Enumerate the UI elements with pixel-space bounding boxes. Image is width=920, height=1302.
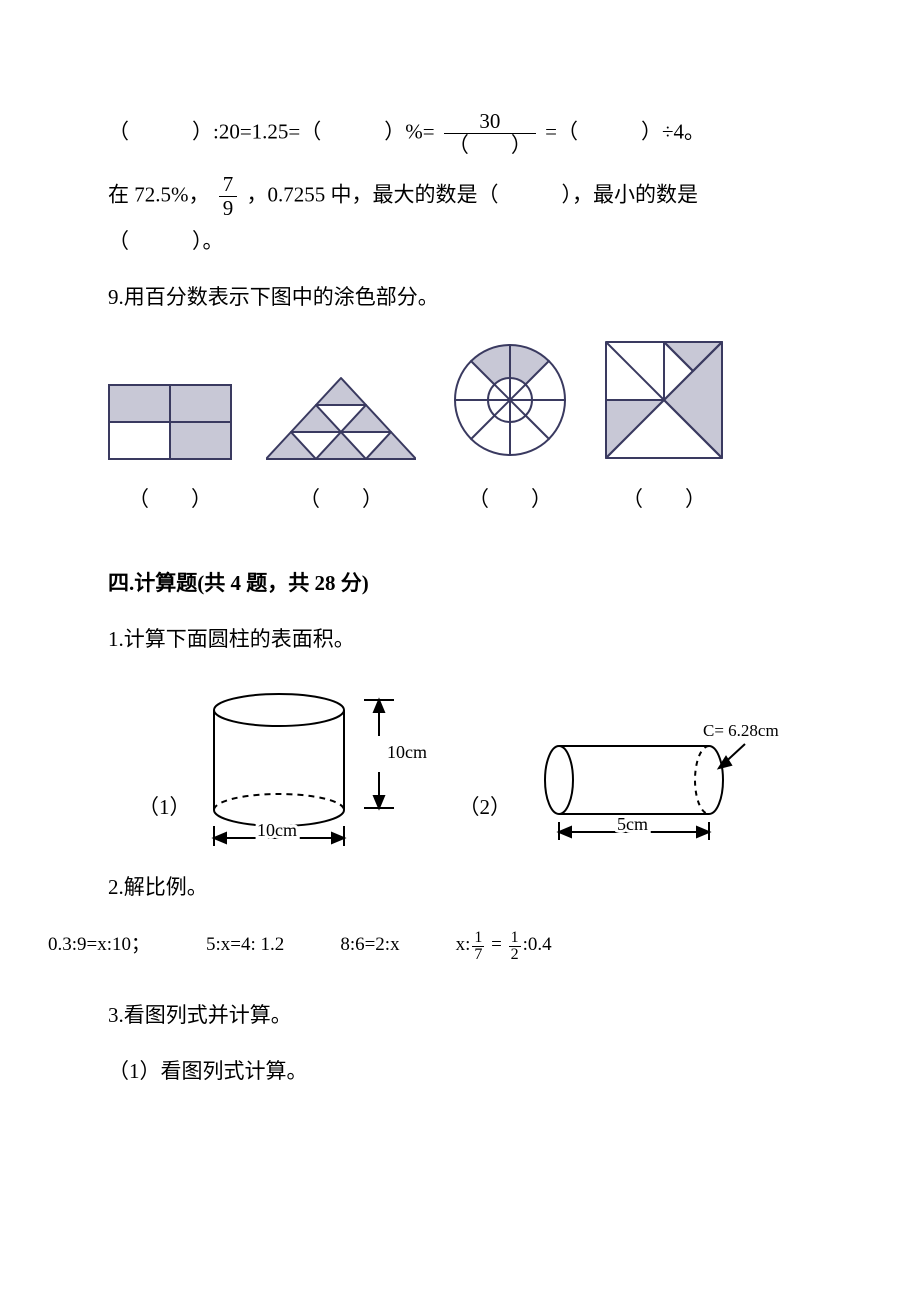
eq4-frac1: 17 — [472, 930, 484, 963]
cylinder2-circumference-label: C= 6.28cm — [703, 721, 779, 740]
question-8-line1: 在 72.5%， 7 9 ，0.7255 中，最大的数是（ ），最小的数是 — [108, 173, 812, 220]
equations-row: 0.3:9=x:10； 5:x=4: 1.2 8:6=2:x x:17 = 12… — [48, 926, 812, 964]
section-4-title: 四.计算题(共 4 题，共 28 分) — [108, 562, 812, 604]
eq4-lead: x: — [456, 934, 471, 955]
q8-frac-num: 7 — [219, 173, 238, 196]
triangle-grid-icon — [266, 374, 416, 460]
q8-frac-den: 9 — [219, 196, 238, 220]
q9-shape-4: （ ） — [604, 340, 724, 520]
q8-mid: ，0.7255 中，最大的数是（ ），最小的数是 — [247, 183, 699, 207]
q7-text-2: =（ ）÷4。 — [545, 119, 705, 143]
calc-3-text: 3.看图列式并计算。 — [108, 994, 812, 1036]
q9-shapes-row: （ ） （ ） — [108, 340, 812, 520]
q9-caption-3: （ ） — [468, 478, 552, 520]
equation-1: 0.3:9=x:10； — [48, 926, 150, 964]
question-7-line: （ ）:20=1.25=（ ）%= 30 （ ） =（ ）÷4。 — [108, 110, 812, 157]
cylinder-horizontal-diagram: 5cm 5cm C= 6.28cm — [529, 718, 789, 848]
q9-shape-2: （ ） — [266, 374, 416, 520]
q7-frac-den: （ ） — [444, 133, 536, 157]
question-8-line2: （ ）。 — [108, 220, 812, 262]
q9-caption-4: （ ） — [622, 478, 706, 520]
equation-3: 8:6=2:x — [340, 926, 399, 964]
equation-4: x:17 = 12:0.4 — [456, 926, 552, 964]
grid-square-icon — [108, 384, 232, 460]
eq4-tail: :0.4 — [523, 934, 552, 955]
eq4-mid: = — [486, 934, 506, 955]
q9-caption-2: （ ） — [299, 478, 383, 520]
q7-fraction: 30 （ ） — [444, 110, 536, 157]
q7-frac-num: 30 — [444, 110, 536, 133]
calc-2-text: 2.解比例。 — [108, 866, 812, 908]
cylinders-row: （1） 10c — [138, 688, 812, 848]
cylinder1-height-label: 10cm — [387, 742, 427, 762]
calc-1-text: 1.计算下面圆柱的表面积。 — [108, 618, 812, 660]
cylinder1-diameter-label: 10cm — [257, 820, 297, 840]
question-9-text: 9.用百分数表示下图中的涂色部分。 — [108, 276, 812, 318]
q9-shape-1: （ ） — [108, 384, 232, 520]
equation-2: 5:x=4: 1.2 — [206, 926, 284, 964]
q9-caption-1: （ ） — [128, 478, 212, 520]
q7-text-1: （ ）:20=1.25=（ ）%= — [108, 119, 435, 143]
calc-3-sub1: （1）看图列式计算。 — [108, 1050, 812, 1092]
cylinder-2-label: （2） — [459, 786, 512, 828]
cylinder2-length-label: 5cm — [617, 814, 648, 834]
q8-lead: 在 72.5%， — [108, 183, 210, 207]
eq4-frac2: 12 — [509, 930, 521, 963]
pie-circle-icon — [450, 340, 570, 460]
q8-fraction: 7 9 — [219, 173, 238, 220]
tangram-square-icon — [604, 340, 724, 460]
cylinder-upright-diagram: 10cm 10cm 10cm — [199, 688, 429, 848]
q9-shape-3: （ ） — [450, 340, 570, 520]
cylinder-1-label: （1） — [138, 786, 191, 828]
